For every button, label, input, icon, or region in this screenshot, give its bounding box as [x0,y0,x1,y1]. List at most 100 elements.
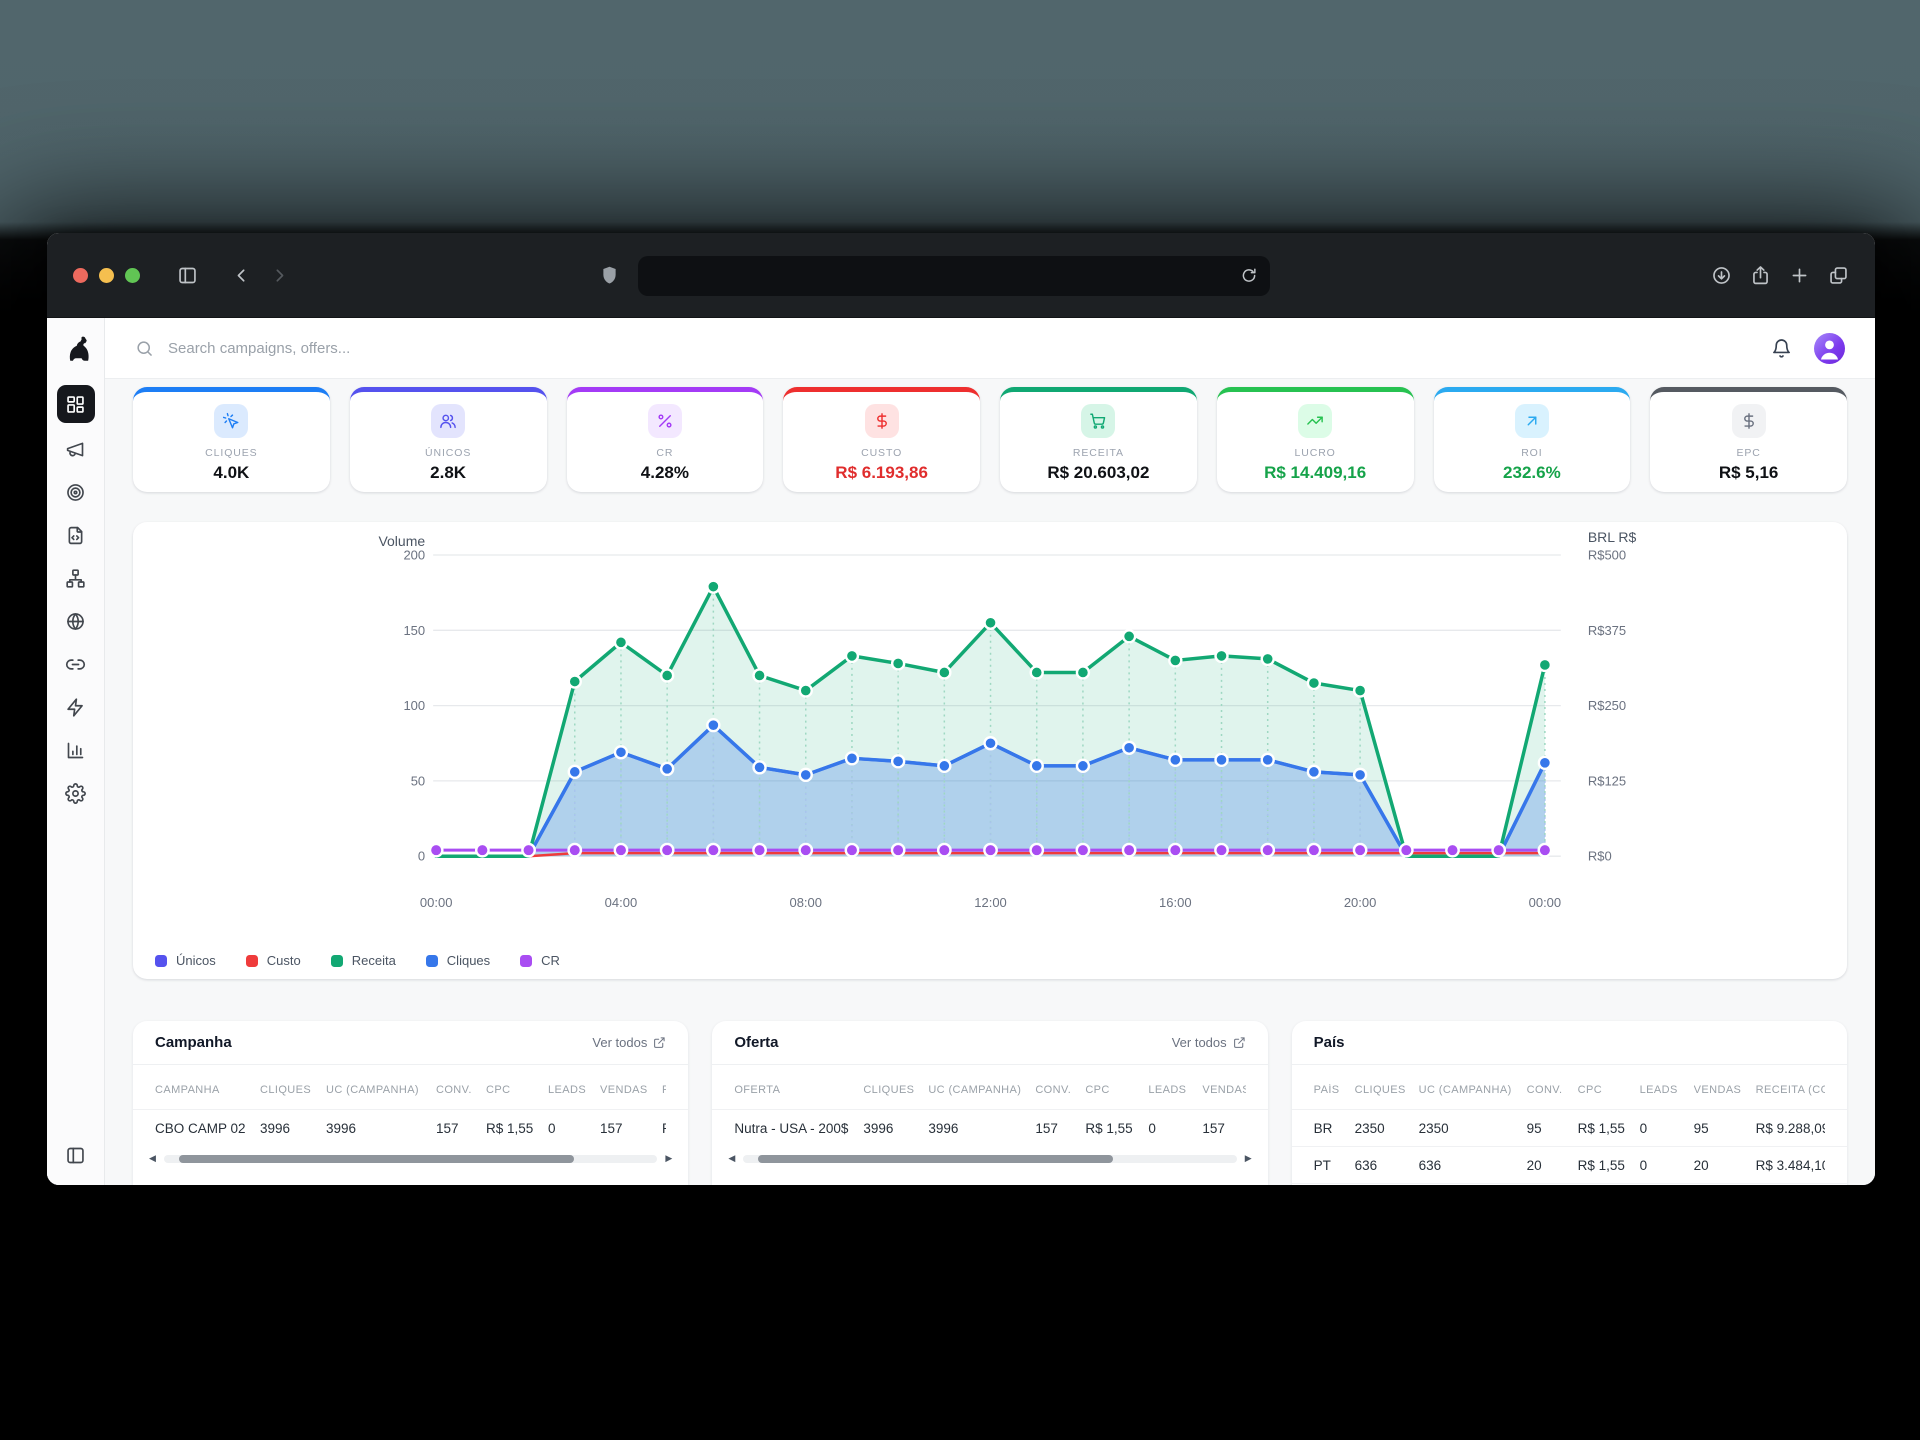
search-input[interactable] [168,339,768,357]
dot-cliques[interactable] [1168,752,1183,768]
table-row[interactable]: CBO CAMP 02 3996 3996 157 R$ 1,55 0 157 R [133,1109,689,1146]
sidebar-item-reports[interactable] [57,733,95,767]
dot-cr[interactable] [983,842,998,858]
dot-cr[interactable] [474,842,490,858]
dot-cliques[interactable] [752,760,767,775]
scrollbar-thumb[interactable] [178,1154,574,1163]
shield-icon[interactable] [598,265,620,287]
dot-receita[interactable] [844,648,860,664]
legend-item-receita[interactable]: Receita [330,953,396,968]
dot-receita[interactable] [937,665,952,680]
app-logo[interactable] [47,318,104,379]
legend-item-únicos[interactable]: Únicos [155,953,216,968]
notifications-bell-icon[interactable] [1771,338,1792,359]
dot-cr[interactable] [1029,842,1045,858]
dot-cr[interactable] [1537,842,1553,858]
dot-receita[interactable] [613,635,629,650]
dot-receita[interactable] [752,668,767,683]
dot-cliques[interactable] [1214,752,1229,768]
dot-cr[interactable] [1167,842,1183,858]
dot-cr[interactable] [613,842,629,858]
dot-cliques[interactable] [1121,740,1137,755]
table-row[interactable]: BR 2350 2350 95 R$ 1,55 0 95 R$ 9.288,09 [1291,1109,1847,1146]
dot-cr[interactable] [567,842,583,858]
dot-receita[interactable] [890,656,906,671]
dot-cr[interactable] [1121,842,1137,858]
dot-cliques[interactable] [613,745,629,760]
legend-item-cliques[interactable]: Cliques [425,953,490,968]
scroll-left-icon[interactable]: ◀ [728,1153,736,1163]
dot-cr[interactable] [521,842,536,858]
dot-cliques[interactable] [798,767,813,783]
dot-receita[interactable] [1168,653,1183,668]
dot-receita[interactable] [1260,651,1275,667]
ver-todos-link[interactable]: Ver todos [1172,1035,1246,1050]
back-icon[interactable] [230,264,252,286]
dot-cr[interactable] [936,842,952,858]
horizontal-scrollbar[interactable]: ◀ ▶ [712,1146,1267,1163]
dot-cr[interactable] [752,842,767,858]
browser-sidebar-toggle-icon[interactable] [176,264,198,286]
dot-cr[interactable] [1398,842,1414,858]
dot-cliques[interactable] [1029,758,1044,774]
dot-receita[interactable] [1214,648,1229,664]
sidebar-item-domains[interactable] [57,604,95,638]
timeseries-chart[interactable]: 0 R$0 50 R$125 100 R$250 150 R$375 200 R$500 Volum… [133,522,1847,979]
dot-cliques[interactable] [1352,767,1368,783]
sidebar-item-campaigns[interactable] [57,432,95,466]
scrollbar-track[interactable] [743,1154,1237,1163]
dot-cliques[interactable] [1537,755,1553,771]
dot-receita[interactable] [1029,665,1044,680]
dot-cliques[interactable] [983,736,998,751]
dot-cliques[interactable] [937,758,952,774]
dot-cliques[interactable] [567,764,582,780]
sidebar-item-flows[interactable] [57,561,95,595]
table-row[interactable]: PT 636 636 20 R$ 1,55 0 20 R$ 3.484,10 [1291,1146,1847,1183]
dot-cr[interactable] [1260,842,1276,858]
sidebar-item-links[interactable] [57,647,95,681]
downloads-icon[interactable] [1710,264,1732,286]
dot-receita[interactable] [1352,683,1368,698]
ver-todos-link[interactable]: Ver todos [592,1035,666,1050]
dot-cr[interactable] [890,842,906,858]
legend-item-cr[interactable]: CR [520,953,560,968]
scroll-right-icon[interactable]: ▶ [665,1153,673,1163]
avatar[interactable] [1814,332,1845,364]
collapse-sidebar-icon[interactable] [65,1145,87,1172]
dot-receita[interactable] [983,615,998,630]
kpi-card-únicos[interactable]: ÚNICOS 2.8K [349,387,547,492]
horizontal-scrollbar[interactable]: ◀ ▶ [133,1146,688,1163]
dot-cliques[interactable] [1260,752,1275,768]
dot-cr[interactable] [844,842,860,858]
tab-overview-icon[interactable] [1827,264,1849,286]
dot-cr[interactable] [798,842,814,858]
scroll-right-icon[interactable]: ▶ [1244,1153,1252,1163]
dot-cr[interactable] [1075,842,1091,858]
dot-cr[interactable] [428,842,444,858]
kpi-card-cliques[interactable]: CLIQUES 4.0K [133,387,330,492]
reload-icon[interactable] [1240,267,1258,285]
dot-cliques[interactable] [890,754,906,769]
scrollbar-thumb[interactable] [758,1154,1114,1163]
sidebar-item-automation[interactable] [57,690,95,724]
dot-cr[interactable] [659,842,675,858]
sidebar-item-offers[interactable] [57,475,95,509]
sidebar-item-landers[interactable] [57,518,95,552]
dot-cr[interactable] [1491,842,1507,858]
new-tab-icon[interactable] [1788,264,1810,286]
dot-cliques[interactable] [659,761,675,777]
minimize-window-button[interactable] [99,267,114,283]
dot-cr[interactable] [1306,842,1322,858]
close-window-button[interactable] [73,267,88,283]
forward-icon[interactable] [268,264,290,286]
dot-receita[interactable] [1537,657,1553,673]
legend-item-custo[interactable]: Custo [245,953,301,968]
dot-cliques[interactable] [844,751,860,766]
dot-cliques[interactable] [1306,764,1322,780]
scrollbar-track[interactable] [163,1154,658,1163]
address-bar[interactable] [638,255,1270,296]
kpi-card-custo[interactable]: CUSTO R$ 6.193,86 [783,387,980,492]
kpi-card-epc[interactable]: EPC R$ 5,16 [1650,387,1847,492]
dot-receita[interactable] [659,668,675,683]
dot-cliques[interactable] [706,717,721,733]
